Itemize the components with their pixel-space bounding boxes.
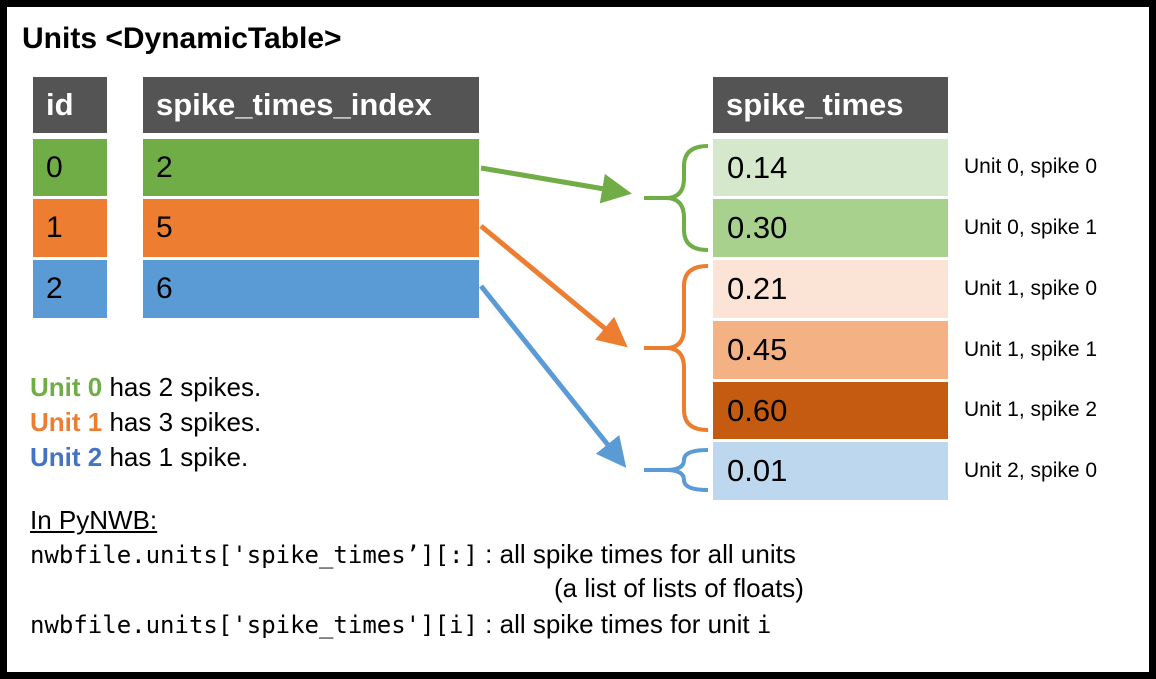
summary-unit-0: Unit 0	[30, 372, 103, 402]
unit-row-2-id: 2	[33, 260, 107, 318]
spike-label-3: Unit 1, spike 1	[964, 338, 1098, 361]
spike-label-1: Unit 0, spike 1	[964, 216, 1098, 239]
summary-rest-0: has 2 spikes.	[102, 372, 262, 402]
pynwb-line-1: nwbfile.units['spike_times’][:] : all sp…	[30, 539, 796, 570]
pynwb-code-1: nwbfile.units['spike_times’][:]	[30, 541, 478, 569]
unit-row-1-index: 5	[143, 199, 479, 257]
spike-times-index-column-header: spike_times_index	[143, 77, 479, 133]
arrow-unit-0	[480, 165, 632, 204]
spike-label-0: Unit 0, spike 0	[964, 155, 1098, 178]
pynwb-desc-1-continued: (a list of lists of floats)	[554, 573, 804, 603]
spike-time-cell-4: 0.60	[713, 382, 948, 439]
brace-unit-0	[644, 144, 709, 252]
spike-label-4: Unit 1, spike 2	[964, 398, 1098, 421]
pynwb-desc-1: : all spike times for all units	[477, 539, 796, 569]
spike-time-cell-3: 0.45	[713, 321, 948, 379]
spike-time-cell-2: 0.21	[713, 260, 948, 318]
summary-line-2: Unit 2 has 1 spike.	[30, 442, 248, 473]
pynwb-desc-2: : all spike times for unit	[477, 609, 757, 639]
spike-time-cell-0: 0.14	[713, 139, 948, 196]
pynwb-line-2: nwbfile.units['spike_times'][i] : all sp…	[30, 609, 771, 640]
arrow-unit-2	[479, 284, 627, 468]
arrow-unit-1	[479, 224, 628, 348]
summary-unit-2: Unit 2	[30, 442, 103, 472]
unit-row-0-id: 0	[33, 139, 107, 196]
unit-row-0-index: 2	[143, 139, 479, 196]
spike-time-cell-5: 0.01	[713, 442, 948, 500]
summary-rest-1: has 3 spikes.	[102, 407, 262, 437]
spike-time-cell-1: 0.30	[713, 199, 948, 257]
summary-line-0: Unit 0 has 2 spikes.	[30, 372, 261, 403]
unit-row-1-id: 1	[33, 199, 107, 257]
summary-line-1: Unit 1 has 3 spikes.	[30, 407, 261, 438]
pynwb-heading: In PyNWB:	[30, 505, 158, 535]
spike-times-column-header: spike_times	[713, 77, 948, 133]
brace-unit-1	[644, 264, 709, 432]
id-column-header: id	[33, 77, 107, 133]
spike-label-2: Unit 1, spike 0	[964, 277, 1098, 300]
brace-unit-2	[644, 448, 709, 492]
page-title: Units <DynamicTable>	[22, 22, 342, 55]
pynwb-var-2: i	[756, 611, 772, 639]
spike-label-5: Unit 2, spike 0	[964, 459, 1098, 482]
unit-row-2-index: 6	[143, 260, 479, 318]
summary-rest-2: has 1 spike.	[102, 442, 249, 472]
summary-unit-1: Unit 1	[30, 407, 103, 437]
pynwb-code-2: nwbfile.units['spike_times'][i]	[30, 611, 478, 639]
